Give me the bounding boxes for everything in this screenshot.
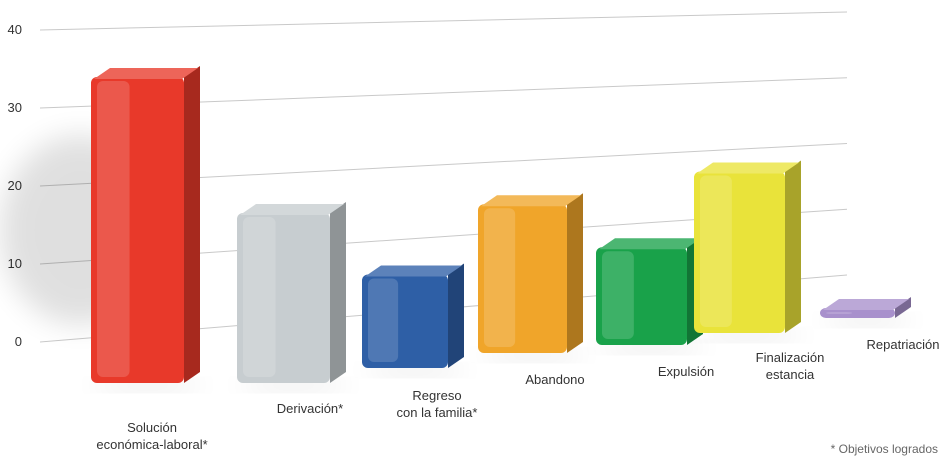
category-label: Repatriación	[867, 337, 940, 352]
bars	[91, 66, 911, 383]
category-label: Finalización estancia	[756, 350, 825, 382]
category-label: Solución económica-laboral*	[96, 420, 207, 452]
bar-side	[895, 297, 911, 318]
y-tick-label: 40	[8, 22, 22, 37]
bar-5	[596, 236, 703, 345]
bar-front	[237, 213, 330, 383]
bar-highlight	[700, 175, 732, 327]
category-label: Expulsión	[658, 364, 714, 379]
bar-highlight	[826, 312, 853, 314]
bar-side	[785, 160, 801, 333]
bar-highlight	[97, 81, 130, 377]
footnote: * Objetivos logrados	[831, 442, 938, 456]
bar-3	[362, 263, 464, 368]
bar-7	[820, 297, 911, 318]
bar-side	[567, 193, 583, 353]
bar-top	[365, 265, 462, 277]
gridline-40	[39, 11, 848, 31]
bar-side	[184, 66, 200, 383]
bar-highlight	[602, 251, 634, 339]
y-tick-label: 30	[8, 100, 22, 115]
bar-side	[448, 263, 464, 368]
bar-top	[697, 162, 799, 174]
bar-highlight	[368, 278, 399, 362]
bar-top	[823, 299, 909, 310]
bar-front	[820, 308, 895, 318]
bar-front	[478, 204, 567, 353]
bar-top	[599, 238, 701, 250]
category-label: Derivación*	[277, 401, 343, 416]
category-label: Abandono	[525, 372, 584, 387]
bar-highlight	[243, 217, 276, 377]
bar-1	[91, 66, 200, 383]
bar-4	[478, 193, 583, 353]
bar-6	[694, 160, 801, 333]
bar-top	[481, 195, 581, 207]
category-labels: Solución económica-laboral* Derivación* Reg…	[96, 337, 939, 452]
category-label: Regreso con la familia*	[397, 388, 478, 420]
y-tick-label: 0	[15, 334, 22, 349]
bar-2	[237, 202, 346, 383]
bar-side	[330, 202, 346, 383]
bar-front	[596, 247, 687, 345]
bar-front	[362, 274, 448, 368]
bar-top	[240, 204, 344, 215]
bar-front	[694, 171, 785, 333]
bar-front	[91, 77, 184, 383]
bar-top	[94, 68, 198, 79]
bar-highlight	[484, 208, 516, 347]
